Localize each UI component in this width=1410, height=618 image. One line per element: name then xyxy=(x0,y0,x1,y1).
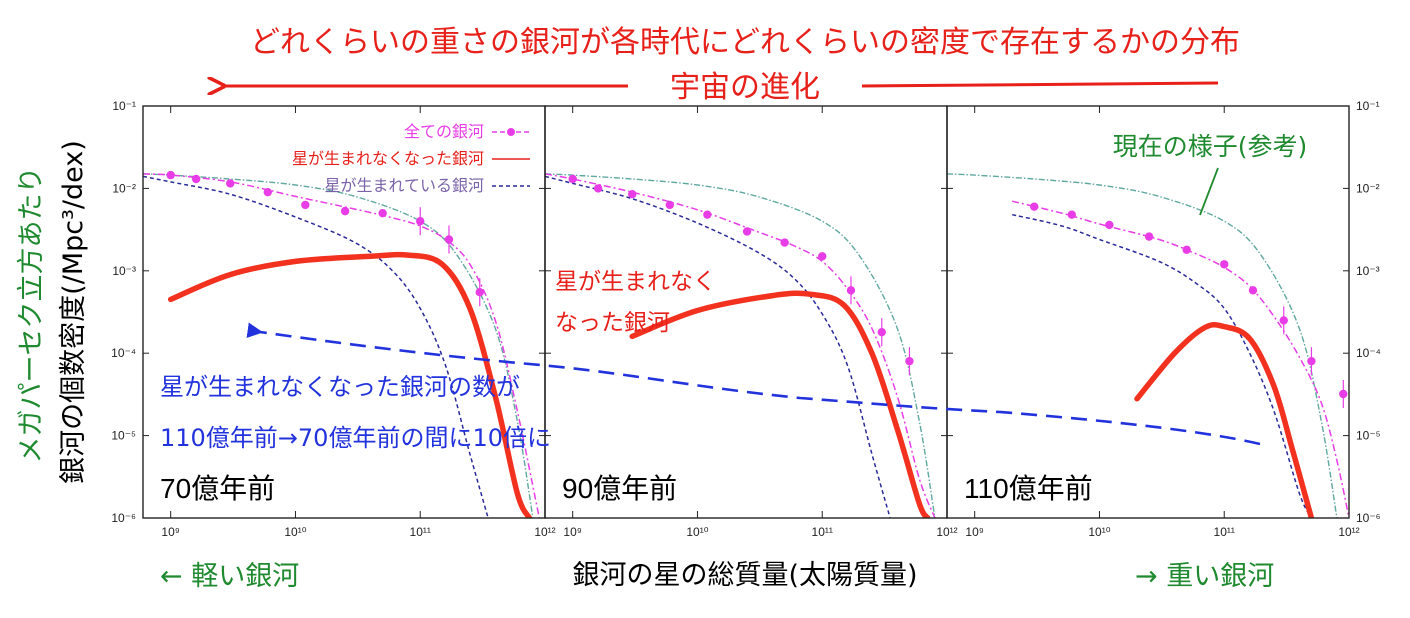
panel-2-all-galaxies-point xyxy=(846,286,856,295)
panel-2-all-galaxies-point xyxy=(568,174,577,184)
top-title-annotation: どれくらいの重さの銀河が各時代にどれくらいの密度で存在するかの分布 xyxy=(250,25,1240,60)
legend-label-quenched: 星が生まれなくなった銀河 xyxy=(292,149,484,168)
blue-note-line2: 110億年前→70億年前の間に10倍に xyxy=(160,424,551,452)
axis-ticks: 10⁻⁶ 10⁻⁶ 10⁻⁵ 10⁻⁵ 10⁻⁴ 10⁻⁴ 10⁻³ 10⁻³ 10⁻² 10⁻²… xyxy=(111,99,1381,539)
panel-3-present-reference-curve xyxy=(947,173,1338,518)
panel-2-quenched-curve xyxy=(629,290,931,518)
quenched-annotation-line1: 星が生まれなく xyxy=(555,269,716,295)
panel-2-all-galaxies-point xyxy=(877,327,886,337)
panel-2-x-tick-label: 10¹⁰ xyxy=(686,525,708,539)
y-tick-label-left: 10⁻³ xyxy=(112,264,136,278)
panel-3-all-galaxies-point xyxy=(1307,356,1316,366)
panel-1-all-galaxies-point xyxy=(416,216,425,226)
legend-marker-all xyxy=(507,128,515,136)
panel-1-all-galaxies-point xyxy=(475,287,484,297)
panel-2-plot xyxy=(545,173,936,518)
y-tick-label-left: 10⁻² xyxy=(112,181,136,195)
evolution-label: 宇宙の進化 xyxy=(670,70,820,105)
panel-3-all-galaxies-point xyxy=(1279,316,1288,325)
panel-1-age: 70億年前 xyxy=(160,473,275,504)
panel-1-all-galaxies-point xyxy=(226,179,235,188)
panel-1-all-galaxies-point xyxy=(378,209,387,218)
y-tick-label-right: 10⁻³ xyxy=(1356,264,1380,278)
panel-1-all-galaxies-point xyxy=(263,187,272,197)
panel-2-all-galaxies-point xyxy=(780,238,789,247)
panel-3-all-galaxies-point xyxy=(1105,220,1114,230)
legend: 全ての銀河 星が生まれなくなった銀河 星が生まれている銀河 xyxy=(292,122,530,195)
panel-1-all-galaxies-point xyxy=(191,174,201,184)
y-tick-label-right: 10⁻² xyxy=(1356,181,1380,195)
present-reference-pointer xyxy=(1199,167,1219,216)
panel-1-x-tick-label: 10¹¹ xyxy=(410,525,431,539)
panel-2-all-galaxies-point xyxy=(742,227,752,236)
panel-2-x-tick-label: 10⁹ xyxy=(563,525,582,539)
panel-2-x-tick-label: 10¹¹ xyxy=(812,525,833,539)
panel-3-all-galaxies-point xyxy=(1144,232,1154,241)
panel-1-present-reference-curve xyxy=(143,173,534,518)
blue-note-line1: 星が生まれなくなった銀河の数が xyxy=(160,373,520,401)
panel-2-star-forming-curve xyxy=(545,175,891,518)
panel-3-all-galaxies-point xyxy=(1067,210,1076,219)
panel-2-all-galaxies-point xyxy=(818,252,827,261)
present-reference-annotation: 現在の様子(参考) xyxy=(1113,132,1308,161)
panel-3-x-tick-label: 10¹¹ xyxy=(1214,525,1235,539)
quenched-annotation-line2: なった銀河 xyxy=(555,310,670,336)
panel-1-x-tick-label: 10¹² xyxy=(534,525,555,539)
y-tick-label-right: 10⁻⁴ xyxy=(1356,346,1381,360)
quenched-growth-arrow xyxy=(246,322,1261,446)
x-axis-label: 銀河の星の総質量(太陽質量) xyxy=(572,560,917,591)
panel-2-all-galaxies-point xyxy=(665,200,674,210)
panel-3-all-galaxies-point xyxy=(1182,245,1191,254)
panel-3-x-tick-label: 10¹⁰ xyxy=(1088,525,1110,539)
panel-1-all-galaxies-fit xyxy=(143,173,541,518)
y-tick-label-left: 10⁻¹ xyxy=(112,99,136,113)
y-tick-label-right: 10⁻¹ xyxy=(1356,99,1380,113)
panel-3-quenched-curve xyxy=(1134,321,1315,518)
y-tick-label-right: 10⁻⁶ xyxy=(1356,511,1381,525)
panel-2-all-galaxies-point xyxy=(703,210,712,219)
panel-3-x-tick-label: 10⁹ xyxy=(965,525,984,539)
y-axis-label: 銀河の個数密度(/Mpc³/dex) xyxy=(58,140,89,484)
panel-1-quenched-curve xyxy=(167,251,533,518)
panel-2-all-galaxies-point xyxy=(905,356,914,366)
panel-3-all-galaxies-point xyxy=(1030,202,1039,211)
panel-2-present-reference-curve xyxy=(545,173,936,518)
panel-3-all-galaxies-point xyxy=(1248,286,1258,295)
heavy-galaxies-annotation: → 重い銀河 xyxy=(1135,561,1274,592)
ylabel-green-annotation: メガパーセク立方あたり xyxy=(16,167,47,464)
panel-2-all-galaxies-point xyxy=(628,190,637,199)
evolution-arrow-line-right xyxy=(861,81,1219,88)
panel-1-star-forming-curve xyxy=(143,175,489,518)
panel-2-all-galaxies-point xyxy=(593,184,603,193)
panel-1-all-galaxies-point xyxy=(444,235,454,244)
panel-1-plot xyxy=(143,170,541,518)
y-tick-label-left: 10⁻⁶ xyxy=(111,511,136,525)
panel-1-all-galaxies-point xyxy=(166,170,175,180)
y-tick-label-left: 10⁻⁵ xyxy=(111,429,136,443)
y-tick-label-left: 10⁻⁴ xyxy=(111,346,136,360)
panel-1-all-galaxies-point xyxy=(340,206,350,216)
panel-3-all-galaxies-point xyxy=(1339,389,1348,399)
panel-1-x-tick-label: 10¹⁰ xyxy=(284,525,306,539)
panel-3-frame xyxy=(946,105,1350,519)
panel-3-all-galaxies-point xyxy=(1220,260,1229,269)
chart-panels xyxy=(142,105,1350,519)
y-tick-label-right: 10⁻⁵ xyxy=(1356,429,1381,443)
panel-3-plot xyxy=(947,173,1349,518)
panel-1-all-galaxies-point xyxy=(301,200,310,210)
panel-3-x-tick-label: 10¹² xyxy=(1338,525,1359,539)
panel-3-all-galaxies-fit xyxy=(1012,200,1349,518)
legend-label-star-forming: 星が生まれている銀河 xyxy=(324,176,484,195)
legend-label-all: 全ての銀河 xyxy=(404,122,484,141)
panel-1-x-tick-label: 10⁹ xyxy=(161,525,180,539)
panel-3-age: 110億年前 xyxy=(964,473,1093,504)
panel-3-star-forming-curve xyxy=(1012,213,1313,518)
panel-2-x-tick-label: 10¹² xyxy=(936,525,957,539)
panel-2-age: 90億年前 xyxy=(562,473,677,504)
light-galaxies-annotation: ← 軽い銀河 xyxy=(160,561,299,592)
panel-2-all-galaxies-fit xyxy=(545,173,936,518)
